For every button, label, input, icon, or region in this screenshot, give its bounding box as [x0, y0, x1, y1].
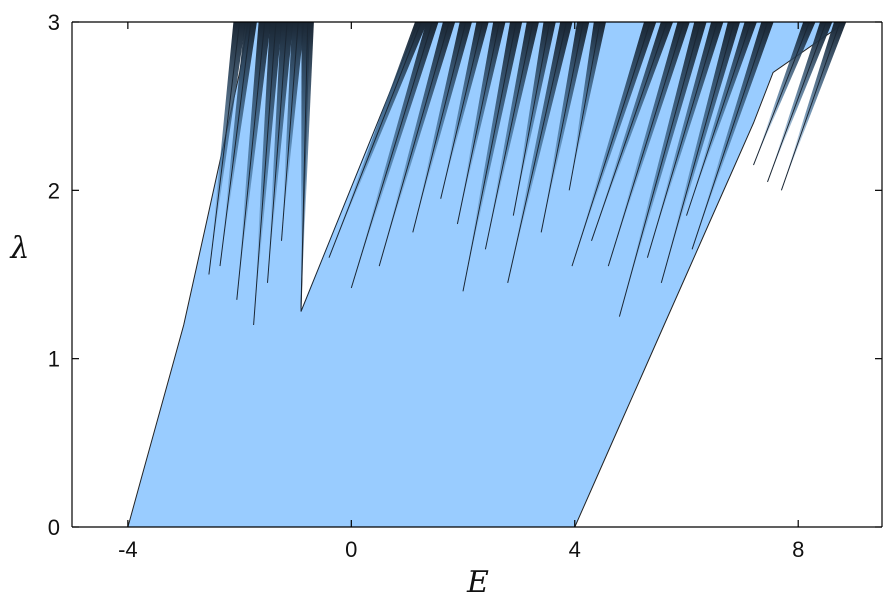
- band-edge-line: [571, 22, 651, 267]
- band-edge-line: [753, 22, 810, 166]
- band-fan: [440, 22, 489, 199]
- band-fan: [686, 22, 757, 216]
- band-edge-line: [767, 22, 827, 183]
- x-axis-label: E: [466, 565, 489, 600]
- band-edge-line: [219, 22, 252, 267]
- band-fan: [608, 22, 690, 267]
- band-fan: [572, 22, 657, 267]
- y-tick-label: 1: [48, 347, 60, 372]
- y-ticks: 0 1 2 3: [48, 10, 882, 540]
- band-fan: [591, 22, 674, 241]
- band-edge-line: [412, 22, 467, 233]
- band-fan: [767, 22, 833, 182]
- band-fan: [507, 22, 573, 283]
- band-fan: [781, 22, 847, 191]
- axes-frame: [71, 21, 883, 528]
- band-fan: [329, 22, 428, 258]
- band-fan: [513, 22, 556, 216]
- band-fan: [647, 22, 724, 258]
- plot-area: [127, 22, 847, 527]
- band-edge-line: [618, 22, 701, 317]
- band-edge-line: [484, 22, 534, 250]
- band-fan: [351, 22, 439, 288]
- band-edge-line: [456, 22, 500, 225]
- band-edge-line: [686, 22, 752, 216]
- y-tick-label: 3: [48, 10, 60, 35]
- band-edge-line: [236, 22, 266, 300]
- band-edge-line: [540, 22, 584, 233]
- band-edge-line: [568, 22, 601, 191]
- band-fans: [208, 22, 847, 326]
- band-fan: [208, 22, 246, 275]
- band-fan: [253, 22, 282, 325]
- band-edge-line: [267, 22, 288, 283]
- band-edge-line: [300, 22, 309, 309]
- band-fan: [661, 22, 741, 283]
- band-fan: [541, 22, 590, 233]
- band-edge-line: [591, 22, 668, 241]
- band-edge-line: [512, 22, 551, 216]
- x-tick-label: 0: [345, 537, 357, 562]
- band-edge-line: [780, 22, 841, 191]
- band-edge-line: [281, 22, 299, 241]
- band-fan: [619, 22, 707, 317]
- x-ticks: -4 0 4 8: [118, 22, 804, 562]
- band-fan: [236, 22, 271, 300]
- band-fan: [281, 22, 305, 241]
- x-tick-label: 8: [792, 537, 804, 562]
- band-fan: [457, 22, 506, 224]
- x-tick-label: 4: [569, 537, 581, 562]
- y-tick-label: 0: [48, 515, 60, 540]
- y-tick-label: 2: [48, 178, 60, 203]
- band-edge-line: [350, 22, 433, 289]
- band-fan: [753, 22, 816, 166]
- band-edge-line: [440, 22, 484, 199]
- band-edge-line: [378, 22, 450, 267]
- band-edge-line: [607, 22, 685, 267]
- band-fan: [692, 22, 774, 250]
- band-fan: [301, 22, 314, 309]
- band-edge-line: [660, 22, 735, 284]
- x-tick-label: -4: [118, 537, 138, 562]
- band-edge-line: [646, 22, 718, 258]
- band-fan: [412, 22, 472, 233]
- band-fan: [569, 22, 606, 191]
- band-edge-line: [691, 22, 768, 250]
- band-fan: [220, 22, 257, 267]
- band-fan: [267, 22, 294, 283]
- band-fan: [379, 22, 456, 267]
- band-edge-line: [462, 22, 517, 292]
- y-axis-label: λ: [9, 231, 29, 266]
- band-fan: [485, 22, 539, 250]
- band-edge-line: [328, 22, 422, 258]
- band-fan: [463, 22, 523, 292]
- band-edge-line: [208, 22, 241, 275]
- band-edge-line: [253, 22, 277, 326]
- band-edge-line: [507, 22, 567, 284]
